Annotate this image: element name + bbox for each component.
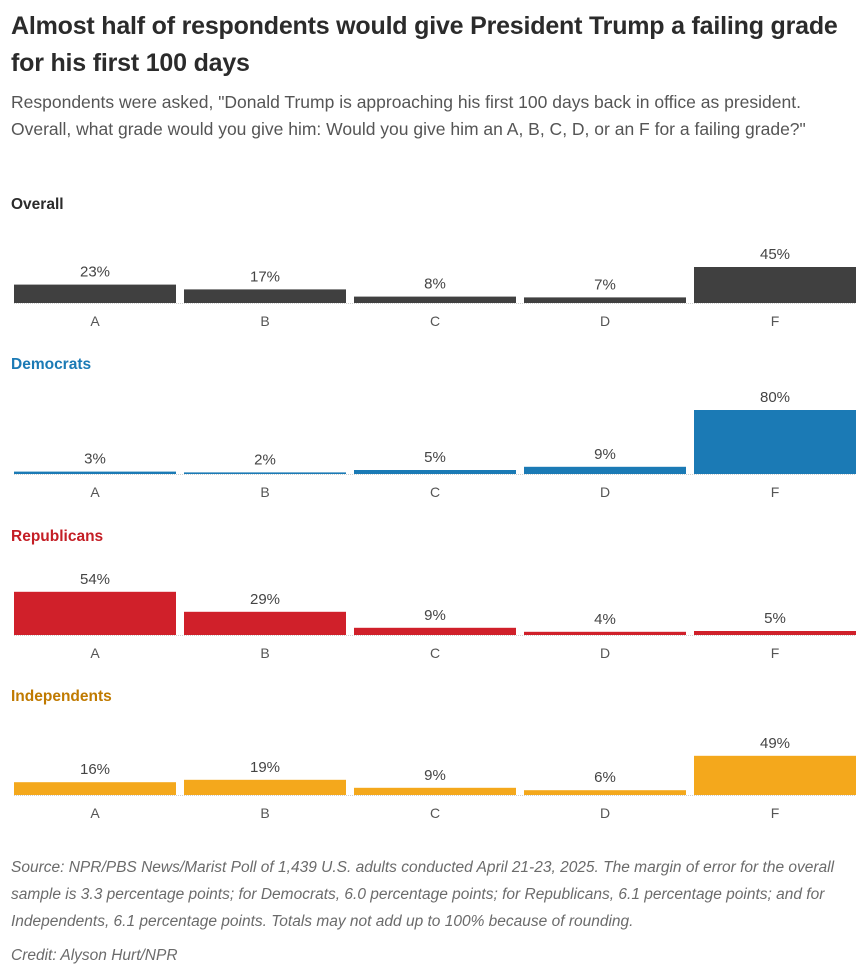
bar-d	[524, 631, 686, 635]
bar-b	[184, 472, 346, 474]
value-label-c: 5%	[424, 449, 446, 466]
category-label-a: A	[90, 484, 100, 500]
bar-f	[694, 267, 856, 303]
bar-a	[14, 782, 176, 795]
bar-d	[524, 790, 686, 795]
bar-f	[694, 755, 856, 795]
value-label-d: 7%	[594, 276, 616, 293]
value-label-a: 54%	[80, 571, 110, 588]
bar-b	[184, 611, 346, 635]
category-label-d: D	[600, 805, 610, 821]
group-label-democrats: Democrats	[11, 356, 92, 373]
category-label-b: B	[260, 484, 269, 500]
category-label-a: A	[90, 313, 100, 329]
value-label-b: 29%	[250, 591, 280, 608]
value-label-a: 3%	[84, 451, 106, 468]
category-label-d: D	[600, 313, 610, 329]
category-label-a: A	[90, 805, 100, 821]
bar-f	[694, 410, 856, 474]
group-label-overall: Overall	[11, 196, 64, 213]
category-label-d: D	[600, 484, 610, 500]
category-label-c: C	[430, 313, 440, 329]
bar-a	[14, 284, 176, 303]
bar-f	[694, 631, 856, 635]
credit-line: Credit: Alyson Hurt/NPR	[11, 947, 178, 964]
value-label-d: 9%	[594, 446, 616, 463]
bar-a	[14, 471, 176, 474]
group-label-republicans: Republicans	[11, 528, 104, 545]
value-label-c: 9%	[424, 767, 446, 784]
value-label-b: 2%	[254, 451, 276, 468]
category-label-f: F	[771, 313, 780, 329]
chart-subtitle: Respondents were asked, "Donald Trump is…	[11, 92, 806, 139]
bar-a	[14, 591, 176, 635]
value-label-d: 6%	[594, 769, 616, 786]
category-label-f: F	[771, 805, 780, 821]
category-label-c: C	[430, 645, 440, 661]
bar-c	[354, 787, 516, 795]
value-label-b: 19%	[250, 759, 280, 776]
group-label-independents: Independents	[11, 688, 112, 705]
category-label-b: B	[260, 313, 269, 329]
chart-title: Almost half of respondents would give Pr…	[11, 12, 838, 77]
bar-b	[184, 779, 346, 795]
category-label-c: C	[430, 484, 440, 500]
bar-c	[354, 296, 516, 303]
value-label-a: 16%	[80, 761, 110, 778]
bar-c	[354, 627, 516, 635]
category-label-f: F	[771, 645, 780, 661]
bar-d	[524, 297, 686, 303]
value-label-d: 4%	[594, 611, 616, 628]
bar-chart-democrats: 3% A 2% B 5% C 9% D 80% F	[14, 389, 856, 500]
category-label-f: F	[771, 484, 780, 500]
value-label-f: 49%	[760, 735, 790, 752]
bar-d	[524, 466, 686, 474]
value-label-f: 80%	[760, 389, 790, 406]
value-label-c: 8%	[424, 276, 446, 293]
bar-chart-independents: 16% A 19% B 9% C 6% D 49% F	[14, 735, 856, 821]
source-note: Source: NPR/PBS News/Marist Poll of 1,43…	[11, 859, 835, 930]
bar-c	[354, 470, 516, 474]
value-label-a: 23%	[80, 264, 110, 281]
value-label-b: 17%	[250, 268, 280, 285]
category-label-a: A	[90, 645, 100, 661]
value-label-c: 9%	[424, 607, 446, 624]
category-label-b: B	[260, 805, 269, 821]
category-label-d: D	[600, 645, 610, 661]
bar-chart-republicans: 54% A 29% B 9% C 4% D 5% F	[14, 571, 856, 661]
category-label-b: B	[260, 645, 269, 661]
bar-b	[184, 289, 346, 303]
bar-chart-overall: 23% A 17% B 8% C 7% D 45% F	[14, 246, 856, 329]
value-label-f: 45%	[760, 246, 790, 263]
value-label-f: 5%	[764, 610, 786, 627]
category-label-c: C	[430, 805, 440, 821]
